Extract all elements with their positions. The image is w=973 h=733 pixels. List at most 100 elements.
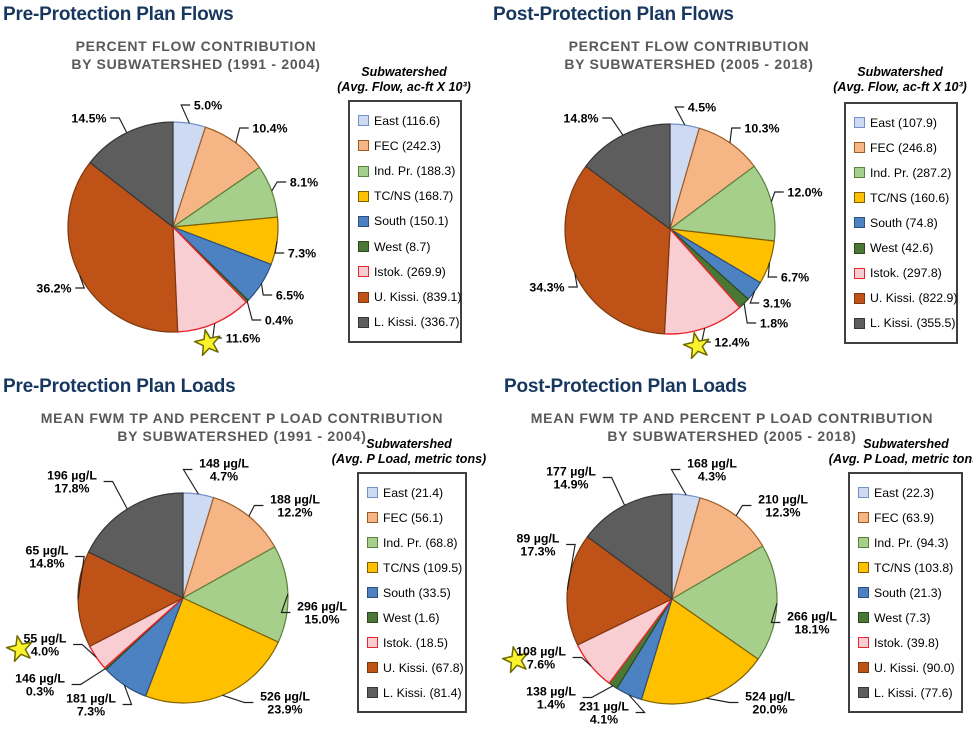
legend-swatch-tc-ns xyxy=(367,562,378,573)
legend-item-fec: FEC (56.1) xyxy=(367,511,463,525)
slice-label-u-kissi: 14.8% xyxy=(29,556,64,570)
legend-item-ind-pr: Ind. Pr. (287.2) xyxy=(854,166,954,180)
legend-label: TC/NS (160.6) xyxy=(870,190,950,205)
pie-slice-u-kissi xyxy=(566,536,673,646)
slice-label-west: 146 µg/L xyxy=(15,671,65,685)
slice-label-west: 0.4% xyxy=(265,313,293,327)
legend-swatch-east xyxy=(367,487,378,498)
star-icon xyxy=(682,332,710,360)
legend-label: TC/NS (168.7) xyxy=(374,189,454,204)
legend-item-u-kissi: U. Kissi. (839.1) xyxy=(358,290,462,305)
star-icon xyxy=(193,329,221,357)
legend-title-line-1: Subwatershed xyxy=(857,65,943,79)
label-leader-line-east xyxy=(182,468,199,495)
legend-title: Subwatershed (Avg. P Load, metric tons) xyxy=(791,437,973,467)
legend-item-tc-ns: TC/NS (103.8) xyxy=(858,561,959,575)
legend-item-west: West (8.7) xyxy=(358,240,458,254)
pie-slice-ind-pr xyxy=(669,165,776,242)
legend-item-south: South (74.8) xyxy=(854,216,954,230)
label-leader-line-ind-pr xyxy=(280,593,291,614)
slice-label-u-kissi: 89 µg/L xyxy=(517,531,560,545)
legend-item-east: East (116.6) xyxy=(358,114,458,128)
label-leader-line-tc-ns xyxy=(706,697,739,704)
slice-label-istok: 55 µg/L xyxy=(24,631,67,645)
legend-swatch-south xyxy=(358,215,369,227)
legend-swatch-u-kissi xyxy=(358,291,369,303)
legend-label: TC/NS (103.8) xyxy=(874,560,954,575)
legend-swatch-l-kissi xyxy=(858,687,869,698)
label-leader-line-west xyxy=(743,303,757,324)
legend-item-south: South (150.1) xyxy=(358,214,458,228)
legend-label: TC/NS (109.5) xyxy=(383,560,463,575)
slice-label-ind-pr: 296 µg/L xyxy=(297,599,347,613)
legend-item-tc-ns: TC/NS (160.6) xyxy=(854,191,954,205)
legend-swatch-ind-pr xyxy=(358,165,369,177)
legend-swatch-south xyxy=(367,587,378,598)
legend-box: East (21.4) FEC (56.1) Ind. Pr. (68.8) TC/N… xyxy=(357,472,467,713)
chart-title-line-1: PERCENT FLOW CONTRIBUTION xyxy=(568,38,810,54)
slice-label-west: 1.8% xyxy=(760,316,788,330)
legend-label: Istok. (39.8) xyxy=(874,635,939,650)
pie-slice-u-kissi xyxy=(564,165,671,335)
panel-post-protection-loads: Post-Protection Plan Loads MEAN FWM TP A… xyxy=(486,366,973,732)
label-leader-line-istok xyxy=(73,643,97,659)
slice-label-istok: 4.0% xyxy=(31,644,59,658)
slice-label-ind-pr: 266 µg/L xyxy=(787,609,837,623)
legend-label: Ind. Pr. (287.2) xyxy=(870,165,952,180)
pie-slice-u-kissi xyxy=(77,551,184,647)
label-leader-line-south xyxy=(260,283,273,296)
legend-label: L. Kissi. (77.6) xyxy=(874,685,953,700)
label-leader-line-south xyxy=(122,684,133,706)
pie-chart-pre-protection-loads: 148 µg/L4.7% 188 µg/L12.2% 296 µg/L15.0% 52… xyxy=(5,456,347,718)
label-leader-line-fec xyxy=(235,127,249,143)
pie-slice-ind-pr xyxy=(671,545,778,660)
legend-item-fec: FEC (246.8) xyxy=(854,141,954,155)
legend-title-line-2: (Avg. P Load, metric tons) xyxy=(331,452,487,466)
slice-label-fec: 10.3% xyxy=(744,121,779,135)
legend-title-line-2: (Avg. P Load, metric tons) xyxy=(828,452,973,466)
legend-item-u-kissi: U. Kissi. (90.0) xyxy=(858,661,959,675)
panel-pre-protection-loads: Pre-Protection Plan Loads MEAN FWM TP AN… xyxy=(0,366,487,732)
panel-heading: Post-Protection Plan Flows xyxy=(493,4,734,25)
label-leader-line-l-kissi xyxy=(602,476,626,506)
pie-slice-fec xyxy=(172,126,261,228)
slice-label-south: 7.3% xyxy=(77,704,105,718)
panel-pre-protection-flows: Pre-Protection Plan Flows PERCENT FLOW C… xyxy=(0,0,487,366)
legend-title: Subwatershed (Avg. P Load, metric tons) xyxy=(294,437,524,467)
slice-label-east: 168 µg/L xyxy=(687,456,737,470)
chart-title-line-2: BY SUBWATERSHED (1991 - 2004) xyxy=(71,56,321,72)
legend-swatch-fec xyxy=(858,512,869,523)
label-leader-line-east xyxy=(674,106,686,126)
legend-item-l-kissi: L. Kissi. (355.5) xyxy=(854,316,955,330)
legend-item-east: East (21.4) xyxy=(367,486,463,500)
legend-title-line-2: (Avg. Flow, ac-ft X 10³) xyxy=(833,80,967,94)
pie-slice-l-kissi xyxy=(89,121,174,228)
legend-label: L. Kissi. (81.4) xyxy=(383,685,462,700)
chart-title: PERCENT FLOW CONTRIBUTION BY SUBWATERSHE… xyxy=(469,37,909,73)
label-leader-line-u-kissi xyxy=(75,275,86,289)
star-icon xyxy=(501,646,529,674)
legend-swatch-west xyxy=(854,242,865,254)
slice-label-fec: 210 µg/L xyxy=(758,492,808,506)
legend-box: East (22.3) FEC (63.9) Ind. Pr. (94.3) TC/N… xyxy=(848,472,963,713)
legend-label: U. Kissi. (90.0) xyxy=(874,660,955,675)
label-leader-line-tc-ns xyxy=(274,241,285,254)
legend-swatch-west xyxy=(358,241,369,253)
legend-label: West (1.6) xyxy=(383,610,440,625)
legend-label: U. Kissi. (839.1) xyxy=(374,290,462,305)
panel-heading: Post-Protection Plan Loads xyxy=(504,376,747,397)
label-leader-line-tc-ns xyxy=(222,694,254,704)
legend-item-u-kissi: U. Kissi. (67.8) xyxy=(367,660,464,675)
label-leader-line-istok xyxy=(212,323,222,339)
legend-item-fec: FEC (242.3) xyxy=(358,139,458,153)
legend-swatch-istok xyxy=(367,637,378,648)
pie-slice-u-kissi xyxy=(67,162,179,333)
slice-label-fec: 10.4% xyxy=(252,121,287,135)
slice-label-ind-pr: 8.1% xyxy=(290,175,318,189)
slice-label-south: 181 µg/L xyxy=(66,691,116,705)
legend-label: Ind. Pr. (94.3) xyxy=(874,535,949,550)
chart-title-line-1: PERCENT FLOW CONTRIBUTION xyxy=(75,38,317,54)
legend-label: U. Kissi. (67.8) xyxy=(383,660,464,675)
legend-label: FEC (242.3) xyxy=(374,138,441,153)
